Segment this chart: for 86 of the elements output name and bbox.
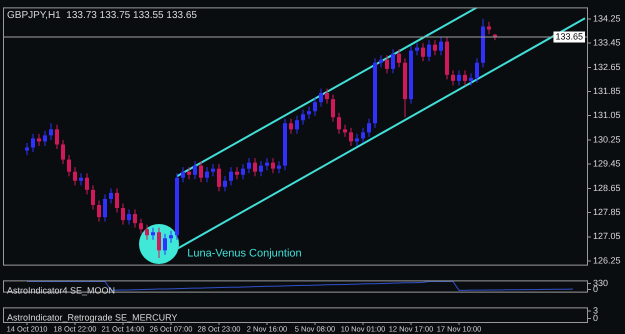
y-tick-label: 126.25 xyxy=(593,255,621,266)
candlestick xyxy=(439,36,443,56)
candlestick xyxy=(79,172,83,186)
candlestick xyxy=(127,209,131,226)
y-tick-label: 131.05 xyxy=(593,110,621,120)
candlestick xyxy=(229,166,233,186)
candlestick xyxy=(91,184,95,210)
candlestick xyxy=(199,160,203,183)
candlestick xyxy=(343,124,347,138)
y-tick-label: 129.45 xyxy=(593,158,621,169)
candlestick xyxy=(463,70,467,86)
candlestick xyxy=(37,133,41,146)
candlestick xyxy=(145,224,149,240)
ref-line-label: 133.65 xyxy=(555,32,584,42)
candlestick xyxy=(25,142,29,156)
y-tick-label: 132.65 xyxy=(593,62,621,72)
y-tick-label: 130.25 xyxy=(593,134,621,144)
candlestick xyxy=(67,154,71,177)
candlestick xyxy=(43,130,47,146)
candlestick xyxy=(139,218,143,234)
candlestick xyxy=(115,188,119,214)
candlestick xyxy=(109,188,113,204)
candlestick xyxy=(163,233,167,256)
candlestick xyxy=(277,160,281,174)
candlestick xyxy=(313,97,317,116)
candlestick xyxy=(97,200,101,222)
candlestick xyxy=(133,209,137,228)
candlestick xyxy=(247,158,251,174)
candlestick xyxy=(307,106,311,120)
candlestick xyxy=(85,172,89,195)
candlestick xyxy=(475,58,479,83)
chart-title: GBPJPY,H1 133.73 133.75 133.55 133.65 xyxy=(7,10,198,22)
candlestick xyxy=(469,72,473,86)
candlestick xyxy=(259,160,263,177)
candlestick xyxy=(181,166,185,183)
candlestick xyxy=(421,42,425,62)
candlestick xyxy=(151,227,155,240)
candlestick xyxy=(379,54,383,68)
candlestick xyxy=(121,202,125,226)
candlestick xyxy=(241,164,245,180)
candlestick xyxy=(169,230,173,244)
candlestick xyxy=(73,166,77,186)
candlestick xyxy=(157,227,161,258)
candlestick xyxy=(427,40,431,62)
candlestick xyxy=(211,164,215,177)
candlestick xyxy=(55,124,59,150)
candlestick xyxy=(355,133,359,146)
y-tick-label: 133.45 xyxy=(593,38,621,48)
candlestick xyxy=(103,194,107,222)
candlestick xyxy=(217,164,221,192)
text: AstroIndicator_Retrograde SE_MERCURY xyxy=(7,312,178,322)
candlestick xyxy=(367,118,371,138)
candlestick xyxy=(349,127,353,146)
candlestick xyxy=(391,48,395,74)
candlestick xyxy=(223,176,227,192)
annotation: Luna-Venus Conjuntion xyxy=(187,248,302,260)
candlestick xyxy=(295,115,299,134)
candlestick xyxy=(301,109,305,126)
candlestick xyxy=(61,139,65,165)
candlestick xyxy=(433,40,437,56)
candlestick xyxy=(253,158,257,177)
candlestick xyxy=(265,158,269,171)
candlestick xyxy=(235,166,239,180)
candlestick xyxy=(415,42,419,56)
y-tick-label: 128.65 xyxy=(593,182,621,193)
candlestick xyxy=(487,21,491,35)
candlestick xyxy=(451,70,455,86)
y-tick-label: 134.25 xyxy=(593,13,621,24)
candlestick xyxy=(187,166,191,180)
y-tick-label: 131.85 xyxy=(593,86,621,96)
candlestick xyxy=(31,133,35,153)
candlestick xyxy=(319,88,323,108)
candlestick xyxy=(325,88,329,104)
candlestick xyxy=(205,166,209,183)
candlestick xyxy=(385,54,389,74)
candlestick xyxy=(289,118,293,134)
candlestick xyxy=(193,160,197,180)
candlestick xyxy=(397,48,401,68)
candlestick xyxy=(271,158,275,174)
y-tick-label: 127.05 xyxy=(593,231,621,242)
candlestick xyxy=(49,122,53,140)
candlestick xyxy=(457,70,461,86)
candlestick xyxy=(337,112,341,134)
candlestick xyxy=(361,127,365,144)
candlestick xyxy=(331,94,335,122)
y-tick-label: 127.85 xyxy=(593,207,621,218)
